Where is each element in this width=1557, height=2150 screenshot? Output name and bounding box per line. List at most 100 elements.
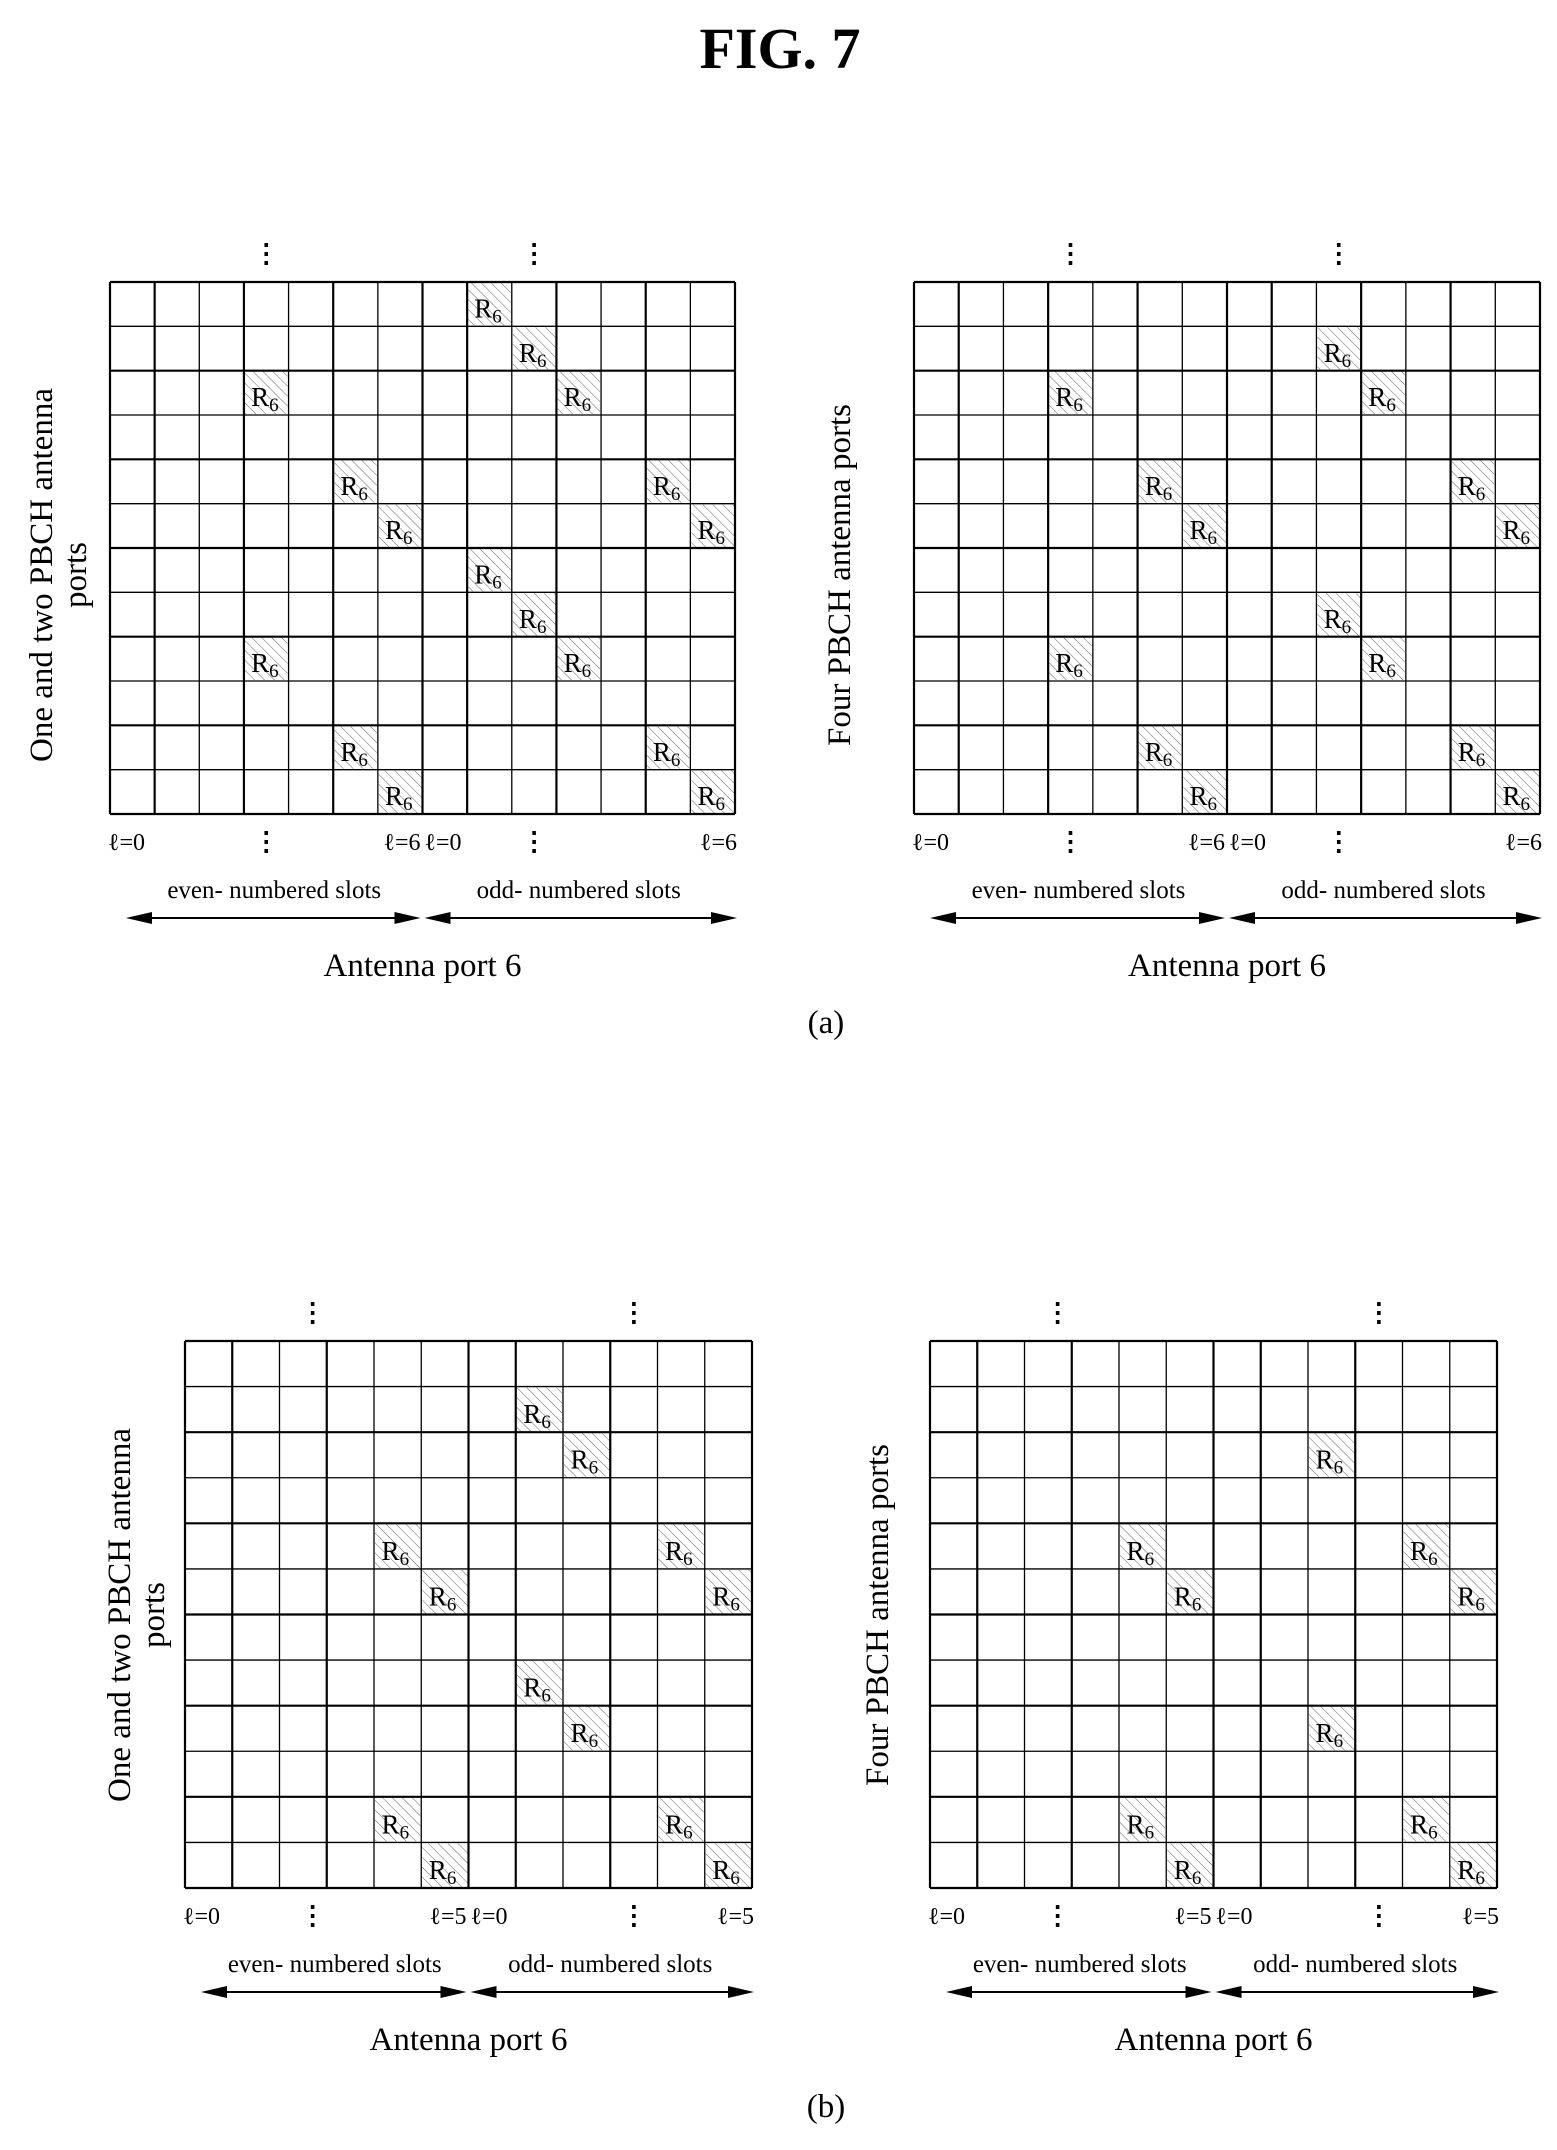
ellipsis-top: ⋮ <box>521 239 547 268</box>
rs-label-sub: 6 <box>1334 1458 1344 1479</box>
rs-label-main: R <box>1458 471 1476 501</box>
rs-label-sub: 6 <box>582 395 592 416</box>
ellipsis-bottom: ⋮ <box>521 827 547 856</box>
rs-label-sub: 6 <box>589 1458 599 1479</box>
rs-label: R6 <box>698 781 726 815</box>
rs-label-sub: 6 <box>1476 750 1486 771</box>
rs-label: R6 <box>1189 781 1217 815</box>
rs-label-sub: 6 <box>1145 1822 1155 1843</box>
rs-label-main: R <box>653 471 671 501</box>
rs-label-sub: 6 <box>447 1594 457 1615</box>
rs-label: R6 <box>382 1536 410 1570</box>
rs-label-main: R <box>251 648 269 678</box>
rs-cell-hatch <box>1451 726 1495 769</box>
rs-label-main: R <box>1316 1718 1334 1748</box>
rs-cell-hatch <box>1049 637 1092 680</box>
rs-label-sub: 6 <box>1386 395 1396 416</box>
rs-cell: R6 <box>375 1524 421 1570</box>
rs-cell: R6 <box>1403 1797 1449 1843</box>
rs-label-main: R <box>1458 737 1476 767</box>
rs-label: R6 <box>523 1399 551 1433</box>
rs-label: R6 <box>382 1809 410 1843</box>
rs-cell-hatch <box>1309 1706 1355 1751</box>
antenna-port-label: Antenna port 6 <box>324 948 522 984</box>
symbol-last-odd: ℓ=5 <box>717 1904 754 1930</box>
rs-cell-hatch <box>1403 1524 1449 1568</box>
even-slot-arrow <box>201 1986 467 1998</box>
rs-label: R6 <box>1410 1809 1438 1843</box>
rs-label: R6 <box>1458 471 1486 505</box>
rs-label: R6 <box>665 1536 693 1570</box>
rs-cell: R6 <box>244 371 288 416</box>
rs-label-sub: 6 <box>582 661 592 682</box>
ellipsis-top: ⋮ <box>253 239 279 268</box>
rs-cell: R6 <box>334 460 377 505</box>
rs-label-main: R <box>1189 781 1207 811</box>
rs-label-main: R <box>523 1399 541 1429</box>
rs-label-main: R <box>1324 604 1342 634</box>
rs-label-sub: 6 <box>1475 1868 1485 1889</box>
rs-cell-hatch <box>512 327 556 370</box>
rs-label: R6 <box>665 1809 693 1843</box>
rs-label-main: R <box>1316 1445 1334 1475</box>
symbol-first-odd: ℓ=0 <box>1229 830 1266 856</box>
rs-label-main: R <box>385 781 403 811</box>
rs-label: R6 <box>385 515 413 549</box>
symbol-last-odd: ℓ=6 <box>700 830 737 856</box>
ellipsis-bottom: ⋮ <box>1366 1901 1392 1930</box>
rs-cell-hatch <box>1167 1569 1213 1614</box>
rs-cell: R6 <box>1167 1843 1213 1889</box>
rs-label-main: R <box>1055 648 1073 678</box>
rs-cell-hatch <box>1317 593 1361 636</box>
rs-cell-hatch <box>1450 1843 1496 1887</box>
rs-cell: R6 <box>1496 770 1539 815</box>
rs-cell: R6 <box>1317 593 1361 638</box>
rs-cell-hatch <box>1309 1433 1355 1477</box>
rs-cell: R6 <box>658 1524 704 1570</box>
rs-label-main: R <box>340 471 358 501</box>
rs-label: R6 <box>474 559 502 593</box>
rs-cell-hatch <box>646 726 690 769</box>
rs-label: R6 <box>1189 515 1217 549</box>
rs-label-main: R <box>519 604 537 634</box>
rs-label-sub: 6 <box>492 572 502 593</box>
rs-cell-hatch <box>1451 460 1495 503</box>
rs-cell-hatch <box>705 1843 751 1887</box>
rs-cell: R6 <box>1138 460 1182 505</box>
rs-cell: R6 <box>1138 726 1182 771</box>
rs-label-main: R <box>564 382 582 412</box>
slot-arrows <box>946 1986 1499 1998</box>
symbol-first-odd: ℓ=0 <box>425 830 462 856</box>
rs-label-main: R <box>1457 1855 1475 1885</box>
rs-label: R6 <box>1316 1445 1344 1479</box>
rs-label-main: R <box>1189 515 1207 545</box>
rs-label-main: R <box>1145 471 1163 501</box>
rs-label-sub: 6 <box>492 306 502 327</box>
rs-label-sub: 6 <box>537 351 547 372</box>
ellipsis-bottom: ⋮ <box>300 1901 326 1930</box>
rs-label: R6 <box>1457 1581 1485 1615</box>
rs-label-main: R <box>571 1718 589 1748</box>
rs-label-sub: 6 <box>730 1594 740 1615</box>
rs-cell: R6 <box>422 1843 468 1889</box>
side-label-line: ports <box>58 542 94 608</box>
rs-cell: R6 <box>1496 504 1539 549</box>
rs-label: R6 <box>571 1445 599 1479</box>
rs-label-sub: 6 <box>671 484 681 505</box>
rs-cell-hatch <box>422 1569 468 1614</box>
rs-cell-hatch <box>1362 371 1405 414</box>
rs-cell-hatch <box>1317 327 1361 370</box>
rs-label: R6 <box>1055 382 1083 416</box>
rs-cell: R6 <box>1362 637 1405 682</box>
ellipsis-bottom: ⋮ <box>621 1901 647 1930</box>
rs-label-main: R <box>1502 515 1520 545</box>
rs-label-sub: 6 <box>403 528 413 549</box>
rs-cell-hatch <box>1403 1797 1449 1842</box>
rs-label-sub: 6 <box>537 617 547 638</box>
rs-cell: R6 <box>1049 371 1092 416</box>
rs-label-main: R <box>653 737 671 767</box>
rs-cell: R6 <box>378 770 422 815</box>
